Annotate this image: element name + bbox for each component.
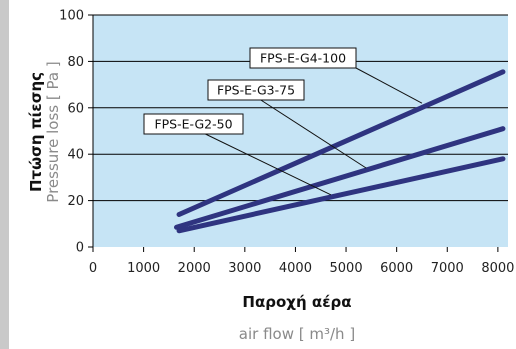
label-leader [355, 67, 423, 104]
series-labels: FPS-E-G4-100 FPS-E-G3-75 FPS-E-G2-50 [143, 47, 357, 135]
label-leader [205, 133, 332, 196]
series-line [174, 126, 506, 230]
series-label: FPS-E-G3-75 [217, 83, 295, 98]
series-label-box [249, 47, 357, 69]
y-tick-label: 60 [67, 101, 84, 116]
series-label: FPS-E-G2-50 [154, 117, 232, 132]
x-tick-label: 6000 [380, 261, 413, 276]
x-tick-label: 3000 [228, 261, 261, 276]
label-leader [260, 99, 367, 169]
left-strip [0, 0, 9, 349]
series-line [176, 69, 506, 218]
y-tick-labels: 0 20 40 60 80 100 [59, 9, 84, 256]
series-line [176, 156, 506, 234]
series-label-box [207, 79, 305, 101]
y-axis-label: Πτώση πίεσης [27, 72, 45, 192]
x-tick-label: 0 [89, 261, 97, 276]
series-label-box [143, 113, 244, 135]
y-axis-unit-label: Pressure loss [ Pa ] [44, 61, 62, 202]
label-leaders [205, 67, 423, 196]
y-tick-label: 20 [67, 194, 84, 209]
x-tick-label: 5000 [330, 261, 363, 276]
x-tick-labels: 0 1000 2000 3000 4000 5000 6000 7000 8000 [89, 261, 515, 276]
y-tick-label: 40 [67, 148, 84, 163]
x-axis-label: Παροχή αέρα [242, 293, 351, 311]
series-label: FPS-E-G4-100 [260, 51, 346, 66]
series-lines [174, 69, 506, 234]
x-tick-label: 2000 [178, 261, 211, 276]
x-axis-unit-label: air flow [ m³/h ] [239, 325, 355, 343]
x-tick-label: 7000 [431, 261, 464, 276]
grid [93, 14, 508, 202]
x-tick-label: 4000 [279, 261, 312, 276]
y-tick-label: 0 [76, 241, 84, 256]
x-tick-label: 1000 [127, 261, 160, 276]
x-tick-label: 8000 [481, 261, 514, 276]
y-tick-label: 80 [67, 55, 84, 70]
axes [88, 14, 499, 252]
y-tick-label: 100 [59, 9, 84, 24]
